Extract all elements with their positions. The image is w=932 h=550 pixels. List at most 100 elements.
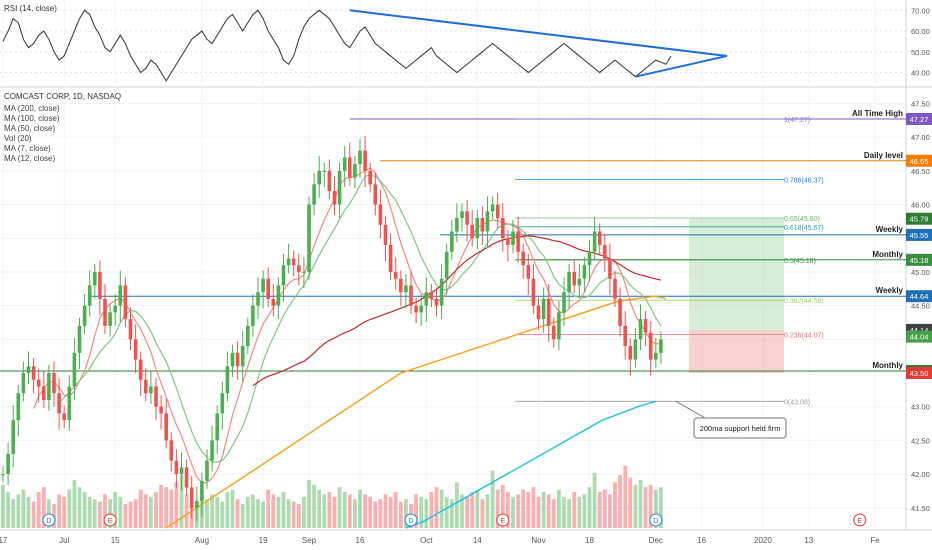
rsi-title: RSI (14, close) [4, 4, 57, 13]
candle-body [654, 352, 658, 360]
candle-body [317, 170, 321, 185]
candle-body [271, 298, 276, 306]
candle-body [526, 265, 531, 279]
volume-bar [169, 489, 174, 528]
price-tag-text: 44.64 [910, 292, 929, 301]
candle-body [414, 305, 418, 313]
time-tick-label: Fe [870, 536, 880, 545]
candle-body [592, 231, 597, 252]
candle-body [291, 258, 296, 266]
price-tag [906, 154, 932, 167]
candle-body [378, 204, 383, 225]
volume-bar [500, 484, 505, 528]
time-tick-label: Nov [531, 536, 545, 545]
volume-bar [526, 492, 531, 528]
level-label: Weekly [876, 225, 904, 234]
candle-body [536, 305, 541, 320]
candle-body [235, 352, 240, 367]
ma100-line [165, 295, 667, 529]
candle-body [16, 393, 21, 421]
volume-bar [623, 465, 628, 528]
level-label: All Time High [852, 109, 903, 118]
price-tags: 47.27 46.65 45.79 45.55 45.18 44.64 44.1444.04… [906, 112, 932, 380]
volume-bar [296, 504, 301, 528]
price-tick-label: 46.50 [911, 167, 930, 176]
volume-bar [398, 501, 403, 528]
volume-bar [225, 492, 230, 528]
candle-body [72, 352, 77, 387]
volume-bar [490, 470, 495, 528]
volume-bar [123, 504, 128, 528]
candle-body [113, 305, 117, 313]
event-marker-label: D [408, 518, 413, 525]
price-tag-text: 43.50 [910, 369, 929, 378]
volume-bar [271, 494, 276, 528]
candle-body [21, 373, 26, 394]
candle-body [337, 170, 342, 205]
volume-bar [516, 494, 520, 528]
candle-body [286, 258, 291, 266]
candle-body [159, 406, 163, 414]
volume-bar [291, 501, 296, 528]
candle-body [546, 298, 551, 326]
indicator-label: MA (100, close) [4, 114, 60, 123]
volume-bar [536, 496, 541, 528]
ma7-line [33, 167, 662, 484]
horizontal-levels[interactable]: All Time High Daily level Weekly Monthly Wee… [0, 109, 906, 406]
candle-body [531, 278, 536, 306]
candle-body [205, 460, 209, 481]
candle-body [373, 184, 378, 205]
event-marker-label: E [108, 518, 113, 525]
fib-label: 0.65(45.80) [784, 216, 820, 223]
candle-body [582, 265, 587, 279]
candle-body [11, 420, 15, 454]
volume-bar [149, 496, 153, 528]
candle-body [144, 379, 148, 394]
volume-bar [36, 492, 41, 528]
position-tool[interactable] [689, 218, 784, 374]
candle-body [613, 278, 617, 299]
earnings-marker [103, 513, 117, 527]
time-tick-label: 15 [111, 536, 120, 545]
rsi-tick-label: 70.00 [911, 6, 930, 15]
candle-body [307, 204, 311, 272]
time-tick-label: 13 [804, 536, 813, 545]
volume-bar [26, 496, 31, 528]
volume-bar [184, 494, 189, 528]
volume-bar [368, 496, 373, 528]
volume-bar [82, 492, 87, 528]
annotation[interactable]: 200ma support held firm [675, 400, 787, 439]
price-tag-text: 45.55 [910, 231, 929, 240]
rsi-pane [2, 9, 728, 82]
volume-bar [439, 489, 444, 528]
volume-bar [511, 496, 515, 528]
candle-body [393, 271, 398, 279]
volume-bar [582, 494, 587, 528]
volume-bar [133, 499, 138, 528]
candle-body [246, 325, 250, 347]
volume-bar [342, 492, 347, 528]
volume-bar [633, 484, 638, 528]
fib-label: 0.618(45.67) [784, 225, 824, 232]
volume-bar [179, 475, 184, 528]
volume-bar [322, 494, 327, 528]
rsi-tick-label: 60.00 [911, 27, 930, 36]
volume-bar [6, 492, 10, 528]
moving-averages [33, 167, 667, 529]
candle-body [230, 352, 235, 367]
candle-body [42, 386, 46, 400]
candle-body [501, 218, 505, 239]
candle-body [490, 204, 495, 212]
axes: 47.5047.0046.5046.0045.5045.0044.5044.00… [0, 6, 930, 545]
candle-body [572, 271, 576, 286]
candle-body [353, 164, 357, 178]
volume-bar [541, 492, 546, 528]
volume-bar [205, 499, 209, 528]
symbol-title: COMCAST CORP, 1D, NASDAQ [4, 92, 121, 101]
volume-bar [587, 487, 592, 528]
volume-bar [404, 499, 408, 528]
fib-label: 0.5(45.18) [784, 258, 816, 265]
candle-body [261, 278, 265, 293]
